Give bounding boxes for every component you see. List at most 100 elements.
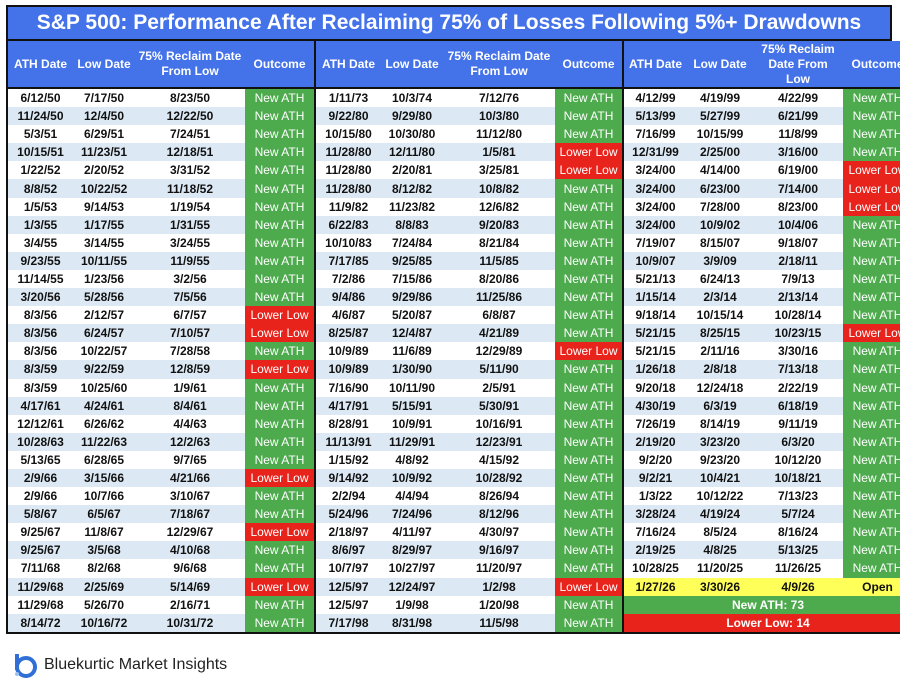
outcome-cell: Lower Low [555, 342, 623, 361]
low-date-cell: 9/22/59 [73, 360, 135, 379]
low-date-cell: 8/8/83 [381, 215, 443, 234]
outcome-cell: New ATH [555, 269, 623, 289]
outcome-cell: New ATH [843, 215, 900, 234]
low-date-cell: 1/23/56 [73, 269, 135, 289]
reclaim-date-cell: 12/2/63 [135, 432, 245, 451]
col-outcome: Outcome [555, 41, 623, 89]
outcome-cell: New ATH [555, 487, 623, 506]
table-row: 8/3/56 2/12/57 6/7/57 Lower Low 4/6/87 5/20/8… [7, 306, 900, 325]
outcome-cell: Lower Low [245, 577, 315, 596]
ath-date-cell: 8/3/56 [7, 306, 73, 325]
low-date-cell: 3/23/20 [687, 432, 753, 451]
low-date-cell: 3/15/66 [73, 468, 135, 488]
reclaim-date-cell: 11/9/55 [135, 251, 245, 270]
footer-brand: Bluekurtic Market Insights [12, 652, 227, 678]
ath-date-cell: 3/24/00 [622, 215, 687, 234]
low-date-cell: 10/9/91 [381, 414, 443, 433]
reclaim-date-cell: 6/19/00 [753, 161, 843, 180]
reclaim-date-cell: 1/9/61 [135, 378, 245, 397]
low-date-cell: 9/23/20 [687, 450, 753, 469]
low-date-cell: 8/2/68 [73, 559, 135, 578]
ath-date-cell: 11/14/55 [7, 269, 73, 289]
ath-date-cell: 10/15/51 [7, 143, 73, 162]
table-row: 8/14/72 10/16/72 10/31/72 New ATH 7/17/98 8/3… [7, 613, 900, 633]
reclaim-date-cell: 10/23/15 [753, 324, 843, 343]
ath-date-cell: 8/3/56 [7, 342, 73, 361]
ath-date-cell: 9/25/67 [7, 541, 73, 560]
reclaim-date-cell: 10/12/20 [753, 450, 843, 469]
reclaim-date-cell: 4/9/26 [753, 577, 843, 596]
ath-date-cell: 2/9/66 [7, 487, 73, 506]
ath-date-cell: 5/8/67 [7, 505, 73, 524]
low-date-cell: 8/29/97 [381, 541, 443, 560]
page-title: S&P 500: Performance After Reclaiming 75… [6, 5, 892, 41]
reclaim-date-cell: 5/13/25 [753, 541, 843, 560]
ath-date-cell: 9/23/55 [7, 251, 73, 270]
ath-date-cell: 4/17/61 [7, 396, 73, 415]
reclaim-date-cell: 12/23/91 [443, 432, 555, 451]
low-date-cell: 5/20/87 [381, 306, 443, 325]
low-date-cell: 2/20/81 [381, 161, 443, 180]
ath-date-cell: 8/3/59 [7, 378, 73, 397]
outcome-cell: New ATH [245, 487, 315, 506]
outcome-cell: New ATH [555, 468, 623, 488]
reclaim-date-cell: 4/21/66 [135, 468, 245, 488]
reclaim-date-cell: 5/14/69 [135, 577, 245, 596]
outcome-cell: New ATH [843, 251, 900, 270]
low-date-cell: 6/24/13 [687, 269, 753, 289]
low-date-cell: 2/25/69 [73, 577, 135, 596]
reclaim-date-cell: 12/29/89 [443, 342, 555, 361]
outcome-cell: Lower Low [843, 197, 900, 216]
outcome-cell: New ATH [843, 450, 900, 469]
outcome-cell: New ATH [555, 324, 623, 343]
outcome-cell: New ATH [555, 233, 623, 252]
ath-date-cell: 12/31/99 [622, 143, 687, 162]
reclaim-date-cell: 7/13/18 [753, 360, 843, 379]
reclaim-date-cell: 11/5/98 [443, 613, 555, 633]
col-low-date: Low Date [73, 41, 135, 89]
low-date-cell: 10/11/90 [381, 378, 443, 397]
table-row: 1/5/53 9/14/53 1/19/54 New ATH 11/9/82 11/23/… [7, 197, 900, 216]
low-date-cell: 12/24/18 [687, 378, 753, 397]
reclaim-date-cell: 1/5/81 [443, 143, 555, 162]
outcome-cell: New ATH [843, 342, 900, 361]
table-row: 5/3/51 6/29/51 7/24/51 New ATH 10/15/80 10/30… [7, 125, 900, 144]
low-date-cell: 11/6/89 [381, 342, 443, 361]
table-row: 9/25/67 3/5/68 4/10/68 New ATH 8/6/97 8/29/97… [7, 541, 900, 560]
outcome-cell: New ATH [555, 215, 623, 234]
low-date-cell: 11/29/91 [381, 432, 443, 451]
low-date-cell: 6/5/67 [73, 505, 135, 524]
low-date-cell: 2/12/57 [73, 306, 135, 325]
outcome-cell: Lower Low [555, 161, 623, 180]
low-date-cell: 3/5/68 [73, 541, 135, 560]
ath-date-cell: 10/9/89 [314, 360, 381, 379]
bluekurtic-logo-icon [15, 654, 37, 678]
ath-date-cell: 2/19/20 [622, 432, 687, 451]
outcome-cell: New ATH [843, 505, 900, 524]
outcome-cell: New ATH [555, 432, 623, 451]
reclaim-date-cell: 8/16/24 [753, 523, 843, 542]
reclaim-date-cell: 12/22/50 [135, 107, 245, 126]
col-reclaim-date: 75% Reclaim Date From Low [135, 41, 245, 89]
ath-date-cell: 10/7/97 [314, 559, 381, 578]
ath-date-cell: 1/27/26 [622, 577, 687, 596]
outcome-cell: Lower Low [245, 306, 315, 325]
summary-lower-low: Lower Low: 14 [622, 613, 900, 633]
reclaim-date-cell: 10/28/92 [443, 468, 555, 488]
outcome-cell: New ATH [555, 88, 623, 108]
reclaim-date-cell: 3/30/16 [753, 342, 843, 361]
outcome-cell: New ATH [843, 125, 900, 144]
outcome-cell: New ATH [843, 143, 900, 162]
outcome-cell: Lower Low [245, 324, 315, 343]
low-date-cell: 11/22/63 [73, 432, 135, 451]
col-low-date: Low Date [687, 41, 753, 89]
ath-date-cell: 7/11/68 [7, 559, 73, 578]
outcome-cell: New ATH [843, 396, 900, 415]
ath-date-cell: 6/12/50 [7, 88, 73, 108]
outcome-cell: Lower Low [245, 468, 315, 488]
table-row: 8/8/52 10/22/52 11/18/52 New ATH 11/28/80 8/1… [7, 179, 900, 198]
reclaim-date-cell: 1/31/55 [135, 215, 245, 234]
reclaim-date-cell: 9/7/65 [135, 450, 245, 469]
table-row: 12/12/61 6/26/62 4/4/63 New ATH 8/28/91 10/9/… [7, 414, 900, 433]
low-date-cell: 6/26/62 [73, 414, 135, 433]
